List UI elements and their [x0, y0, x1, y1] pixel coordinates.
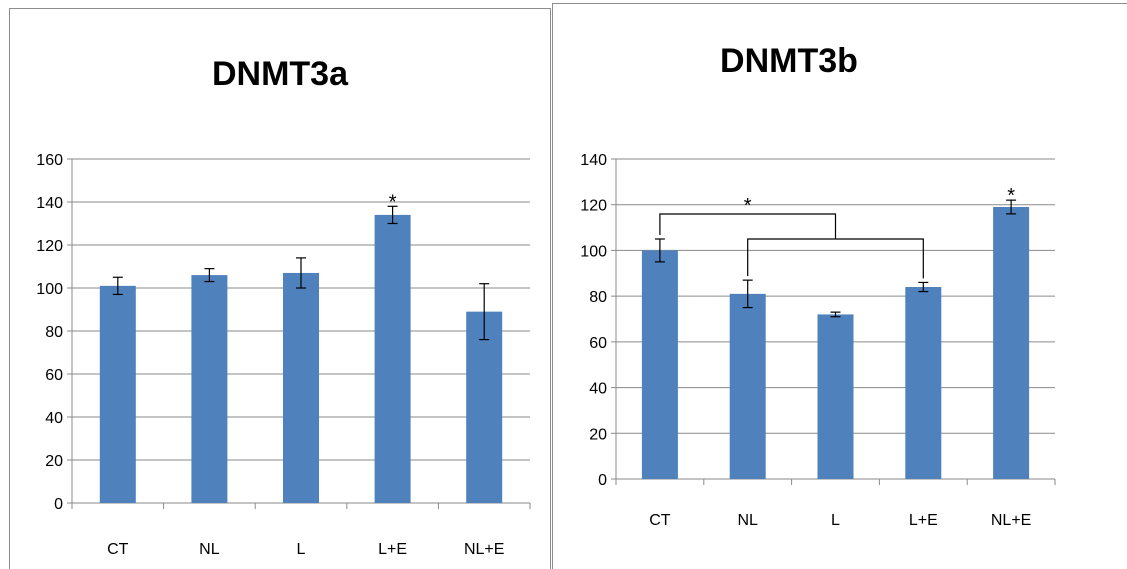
chart-title: DNMT3b [720, 42, 858, 80]
category-label: NL [737, 512, 758, 529]
y-tick-label: 100 [580, 243, 607, 260]
significance-marker: * [744, 195, 752, 217]
category-label: L [297, 541, 306, 558]
bar [191, 275, 228, 503]
category-label: L+E [378, 541, 407, 558]
y-tick-label: 60 [589, 335, 607, 352]
bar [993, 207, 1030, 479]
category-label: NL+E [464, 541, 504, 558]
category-label: CT [107, 541, 129, 558]
y-tick-label: 140 [580, 152, 607, 169]
significance-marker: * [389, 191, 397, 213]
significance-marker: * [1007, 185, 1015, 207]
bar [466, 311, 503, 503]
bar [905, 287, 942, 479]
significance-bracket [747, 238, 924, 279]
category-label: NL [199, 541, 220, 558]
chart-title: DNMT3a [212, 55, 349, 93]
y-tick-label: 40 [45, 410, 63, 427]
category-label: NL+E [991, 512, 1031, 529]
category-label: L+E [909, 512, 938, 529]
y-tick-label: 60 [45, 367, 63, 384]
y-tick-label: 0 [598, 472, 607, 489]
chart-dnmt3a: DNMT3a 0 20 40 60 80 100 120 140 160 CT NL L L+E NL+E… [36, 55, 531, 558]
category-label: CT [649, 512, 671, 529]
chart-panel-dnmt3b: DNMT3b 0 20 40 60 80 100 120 140 CT NL L L+E NL+E * * [552, 3, 1127, 569]
bar [99, 285, 136, 503]
y-tick-label: 160 [36, 152, 63, 169]
chart-panel-dnmt3a: DNMT3a 0 20 40 60 80 100 120 140 160 CT NL L L+E NL+E… [9, 8, 551, 569]
y-tick-label: 80 [45, 324, 63, 341]
bar [374, 214, 411, 503]
y-tick-label: 140 [36, 195, 63, 212]
y-tick-label: 0 [54, 496, 63, 513]
significance-bracket [659, 213, 837, 239]
y-tick-label: 40 [589, 381, 607, 398]
y-tick-label: 80 [589, 289, 607, 306]
bar [641, 250, 678, 479]
bar [729, 293, 766, 479]
y-tick-label: 20 [45, 453, 63, 470]
y-tick-label: 120 [580, 198, 607, 215]
chart-dnmt3b: DNMT3b 0 20 40 60 80 100 120 140 CT NL L L+E NL+E * * [580, 42, 1056, 529]
category-label: L [831, 512, 840, 529]
y-tick-label: 120 [36, 238, 63, 255]
bar [817, 314, 854, 479]
bar [283, 272, 319, 503]
y-tick-label: 20 [589, 426, 607, 443]
y-tick-label: 100 [36, 281, 63, 298]
